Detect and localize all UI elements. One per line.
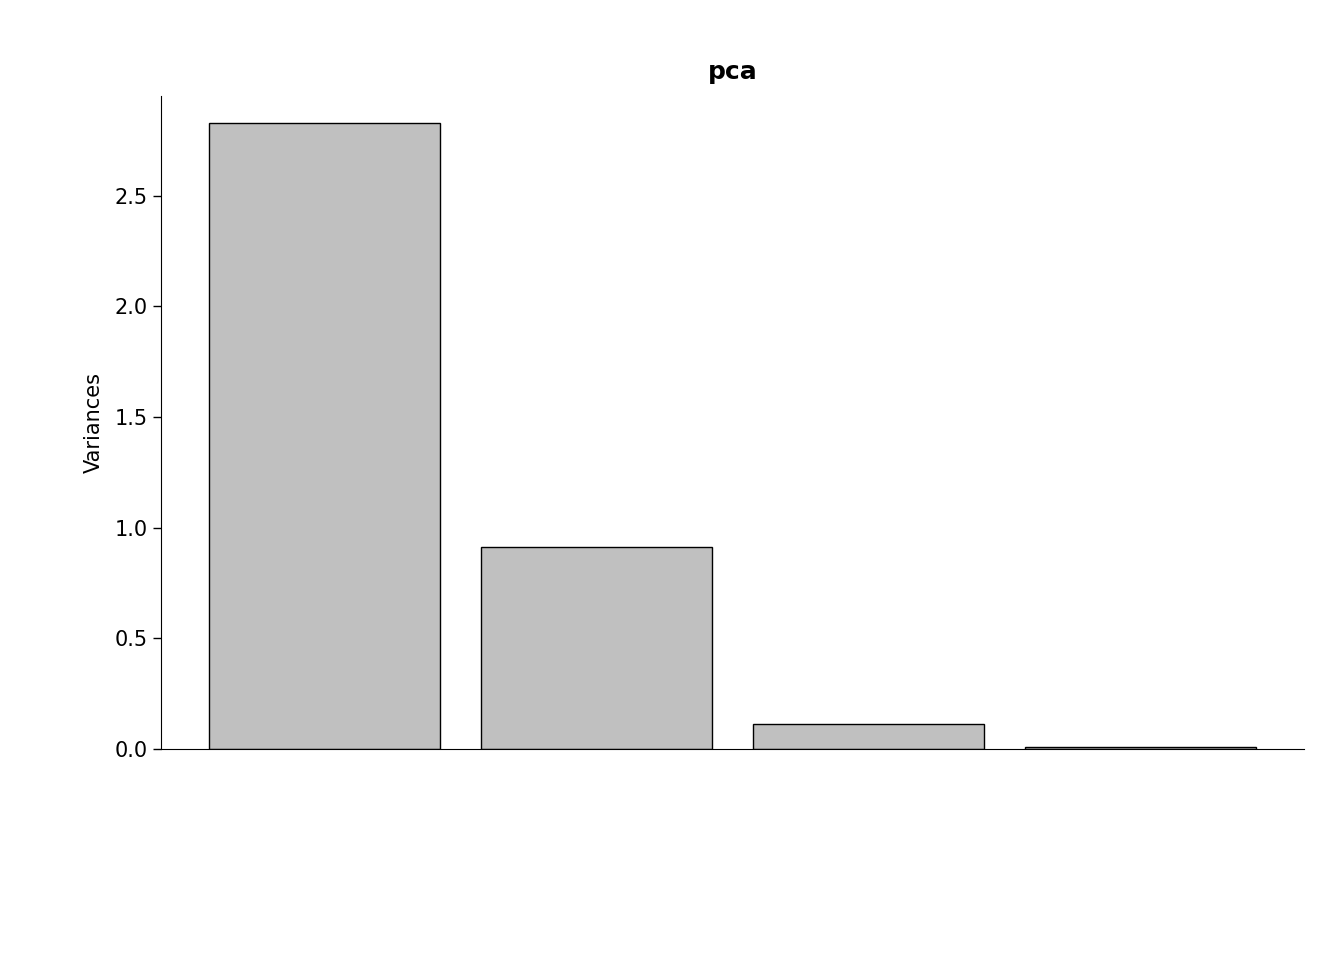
Y-axis label: Variances: Variances (83, 372, 103, 473)
Bar (208, 123, 439, 749)
Bar (753, 725, 984, 749)
Bar (1025, 747, 1257, 749)
Title: pca: pca (707, 60, 758, 84)
Bar (481, 547, 712, 749)
